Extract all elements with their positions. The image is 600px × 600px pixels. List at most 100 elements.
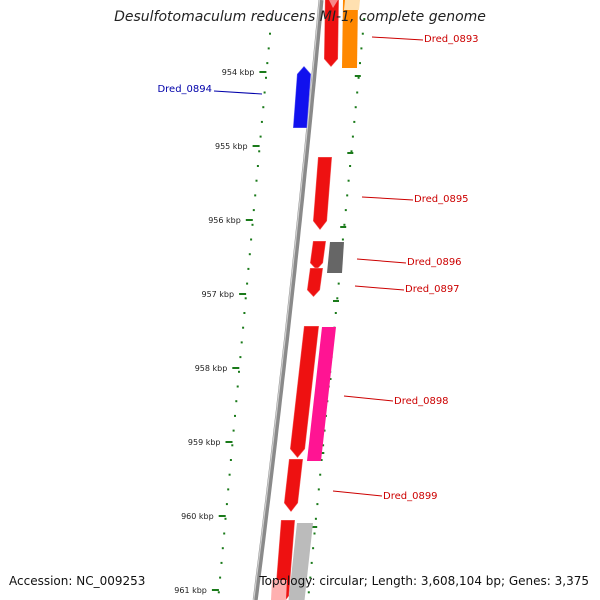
genes-group xyxy=(271,0,360,600)
scale-major-tick xyxy=(252,145,260,147)
scale-dot xyxy=(259,135,262,138)
scale-dot xyxy=(258,150,261,153)
scale-dot xyxy=(231,444,234,447)
scale-dot xyxy=(234,414,236,417)
scale-minor-tick xyxy=(354,75,361,77)
map-title: Desulfotomaculum reducens MI-1, complete… xyxy=(114,9,486,25)
gene-label-dred-0893[interactable]: Dred_0893 xyxy=(424,34,479,45)
scale-dot xyxy=(263,91,266,94)
gene-dred-0899-edge xyxy=(283,458,304,513)
scale-dot xyxy=(356,91,359,94)
scale-dot xyxy=(254,194,257,197)
scale-dot xyxy=(343,223,346,226)
scale-dot xyxy=(225,503,228,506)
scale-dot xyxy=(314,517,317,520)
gene-label-dred-0899[interactable]: Dred_0899 xyxy=(383,491,438,502)
scale-dot xyxy=(323,429,326,432)
accession-text: Accession: NC_009253 xyxy=(9,574,146,588)
scale-dot xyxy=(309,576,312,579)
scale-dot xyxy=(310,561,313,564)
scale-tick-label: 959 kbp xyxy=(188,438,221,447)
scale-minor-tick xyxy=(347,152,354,154)
gene-label-dred-0898[interactable]: Dred_0898 xyxy=(394,396,449,407)
scale-dot xyxy=(255,179,258,182)
scale-tick-label: 957 kbp xyxy=(201,290,234,299)
scale-dot xyxy=(240,341,243,344)
backbone-line xyxy=(252,0,324,600)
scale-dot xyxy=(346,194,349,197)
scale-tick-label: 954 kbp xyxy=(222,68,255,77)
scale-dot xyxy=(256,165,259,167)
scale-minor-tick xyxy=(340,226,347,228)
scale-major-tick xyxy=(218,515,226,517)
scale-dot xyxy=(219,576,222,579)
scale-tick-label: 956 kbp xyxy=(208,216,241,225)
scale-minor-tick xyxy=(311,526,318,528)
scale-tick-label: 955 kbp xyxy=(215,142,248,151)
gene-label-leader xyxy=(332,490,383,497)
scale-dot xyxy=(360,47,363,50)
scale-dot xyxy=(235,400,238,403)
gene-label-dred-0897[interactable]: Dred_0897 xyxy=(405,284,460,295)
gene-dred-0895 xyxy=(313,157,332,230)
scale-dot xyxy=(228,473,231,476)
backbone-group xyxy=(252,0,324,600)
scale-dot xyxy=(350,150,353,153)
scale-dot xyxy=(347,179,350,182)
gene-labels-group: Dred_0893 Dred_0894 Dred_0895 Dred_0896 Dred… xyxy=(157,34,478,502)
scale-tick-label: 961 kbp xyxy=(174,586,207,595)
gene-label-dred-0896[interactable]: Dred_0896 xyxy=(407,257,462,268)
scale-major-tick xyxy=(245,219,253,221)
scale-dot xyxy=(363,18,366,20)
scale-dot xyxy=(322,444,325,447)
scale-dot xyxy=(221,547,224,550)
scale-dot xyxy=(354,106,357,109)
scale-dot xyxy=(238,370,240,373)
gene-label-leader xyxy=(354,285,405,291)
scale-dot xyxy=(316,503,319,506)
scale-dot xyxy=(243,312,246,314)
gene-label-leader xyxy=(361,196,414,201)
scale-dot xyxy=(359,62,361,65)
gene-label-leader xyxy=(213,90,263,95)
scale-major-tick xyxy=(225,441,233,443)
scale-dot xyxy=(341,238,344,241)
scale-dot xyxy=(319,473,322,476)
gene-pink xyxy=(307,327,336,461)
scale-dot xyxy=(361,32,364,35)
scale-dot xyxy=(270,18,273,20)
gene-dred-0896-edge xyxy=(309,240,327,271)
scale-dot xyxy=(351,135,354,138)
scale-dot xyxy=(353,120,356,123)
gene-dred-0898-edge xyxy=(289,325,320,459)
scale-dot xyxy=(217,591,220,594)
scale-dot xyxy=(312,547,315,550)
gene-dark-grey xyxy=(327,242,344,273)
scale-dot xyxy=(317,488,320,491)
gene-label-leader xyxy=(371,36,424,41)
gene-dred-0893 xyxy=(324,0,339,67)
gene-dred-0897 xyxy=(307,268,323,297)
scale-dot xyxy=(227,488,230,491)
gene-dred-0893-edge xyxy=(323,0,340,68)
scale-minor-tick xyxy=(333,300,339,302)
scale-dot xyxy=(250,238,253,241)
gene-dred-0896 xyxy=(310,241,326,270)
scale-dot xyxy=(349,165,352,167)
scale-tick-label: 960 kbp xyxy=(181,512,214,521)
scale-dot xyxy=(229,459,232,461)
gene-top-fade xyxy=(329,0,338,8)
gene-dred-0894 xyxy=(293,66,311,128)
gene-label-dred-0895[interactable]: Dred_0895 xyxy=(414,194,469,205)
scale-dot xyxy=(247,267,250,270)
gene-label-dred-0894[interactable]: Dred_0894 xyxy=(157,84,212,95)
scale-dot xyxy=(232,429,235,432)
scale-dot xyxy=(244,297,247,300)
scale-dot xyxy=(307,591,310,594)
scale-dot xyxy=(344,209,347,212)
scale-dot xyxy=(267,47,270,50)
scale-dot xyxy=(251,223,254,226)
gene-dred-0894-edge xyxy=(292,65,312,129)
gene-bottom-fade xyxy=(271,580,287,600)
gene-label-leader xyxy=(343,395,394,402)
